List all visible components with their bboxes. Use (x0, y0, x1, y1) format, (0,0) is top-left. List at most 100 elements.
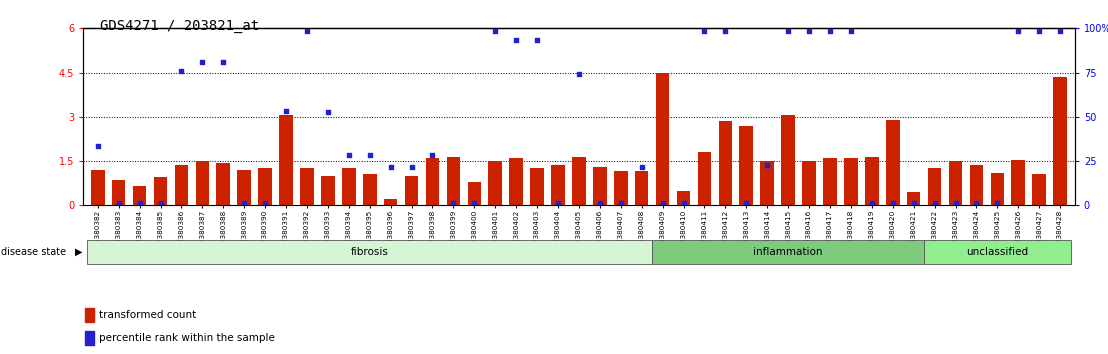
Text: ▶: ▶ (75, 247, 83, 257)
Point (842, 28, 860, 34)
Point (738, 200, 756, 206)
Bar (614, 171, 627, 205)
Point (529, 37, 546, 43)
Point (967, 200, 985, 206)
Point (821, 28, 839, 34)
Point (946, 200, 964, 206)
Bar (865, 156, 879, 205)
Point (675, 200, 692, 206)
Point (905, 200, 923, 206)
Text: transformed count: transformed count (99, 310, 196, 320)
Bar (927, 169, 942, 205)
Point (465, 200, 483, 206)
Bar (991, 173, 1004, 205)
Point (340, 152, 358, 158)
Bar (698, 152, 711, 205)
Text: disease state: disease state (1, 247, 66, 257)
Point (570, 71, 587, 77)
Bar (593, 167, 607, 205)
Bar (216, 162, 230, 205)
Bar (906, 192, 921, 205)
Point (110, 200, 127, 206)
Bar (342, 169, 356, 205)
Point (173, 68, 191, 74)
Point (319, 110, 337, 115)
Bar (635, 171, 648, 205)
Point (988, 200, 1006, 206)
Point (591, 200, 608, 206)
Bar (970, 166, 983, 205)
Bar (133, 186, 146, 205)
Point (507, 37, 525, 43)
Bar (383, 199, 398, 205)
Text: unclassified: unclassified (966, 247, 1028, 257)
Bar (112, 180, 125, 205)
Point (550, 200, 567, 206)
Point (654, 200, 671, 206)
Bar (154, 177, 167, 205)
Bar (948, 161, 963, 205)
Bar (1012, 160, 1025, 205)
Bar (468, 182, 481, 205)
Point (1051, 28, 1069, 34)
Point (863, 200, 881, 206)
Point (256, 200, 274, 206)
Bar (195, 161, 209, 205)
Bar (237, 170, 252, 205)
Point (1030, 28, 1048, 34)
Bar (802, 161, 815, 205)
Point (402, 164, 420, 170)
Point (194, 59, 212, 65)
Bar (85, 331, 94, 344)
Bar (510, 158, 523, 205)
Bar (321, 176, 335, 205)
Bar (781, 115, 794, 205)
Bar (531, 169, 544, 205)
Bar (719, 121, 732, 205)
FancyBboxPatch shape (88, 240, 653, 264)
Bar (739, 126, 753, 205)
Bar (279, 115, 293, 205)
Point (884, 200, 902, 206)
Bar (85, 308, 94, 322)
Point (235, 200, 253, 206)
Text: fibrosis: fibrosis (351, 247, 389, 257)
Bar (363, 175, 377, 205)
Bar (489, 161, 502, 205)
FancyBboxPatch shape (924, 240, 1070, 264)
Point (89, 143, 106, 149)
Point (486, 28, 504, 34)
Point (382, 164, 400, 170)
Point (423, 152, 441, 158)
Point (696, 28, 714, 34)
Point (152, 200, 170, 206)
Bar (175, 166, 188, 205)
Text: GDS4271 / 203821_at: GDS4271 / 203821_at (100, 19, 259, 34)
Bar (1054, 77, 1067, 205)
Point (800, 28, 818, 34)
Bar (760, 161, 774, 205)
Bar (404, 176, 419, 205)
Point (633, 164, 650, 170)
Point (779, 28, 797, 34)
Bar (656, 73, 669, 205)
Point (444, 200, 462, 206)
Text: percentile rank within the sample: percentile rank within the sample (99, 332, 275, 343)
Bar (886, 120, 900, 205)
Point (215, 59, 233, 65)
Point (298, 28, 316, 34)
Point (758, 163, 776, 169)
Point (925, 200, 943, 206)
Bar (91, 170, 104, 205)
Bar (551, 166, 565, 205)
Point (361, 152, 379, 158)
Bar (258, 169, 271, 205)
Bar (1033, 175, 1046, 205)
Bar (300, 169, 314, 205)
Point (717, 28, 735, 34)
Text: inflammation: inflammation (753, 247, 823, 257)
Point (277, 108, 295, 114)
Bar (572, 156, 586, 205)
Point (612, 200, 629, 206)
Point (131, 200, 148, 206)
